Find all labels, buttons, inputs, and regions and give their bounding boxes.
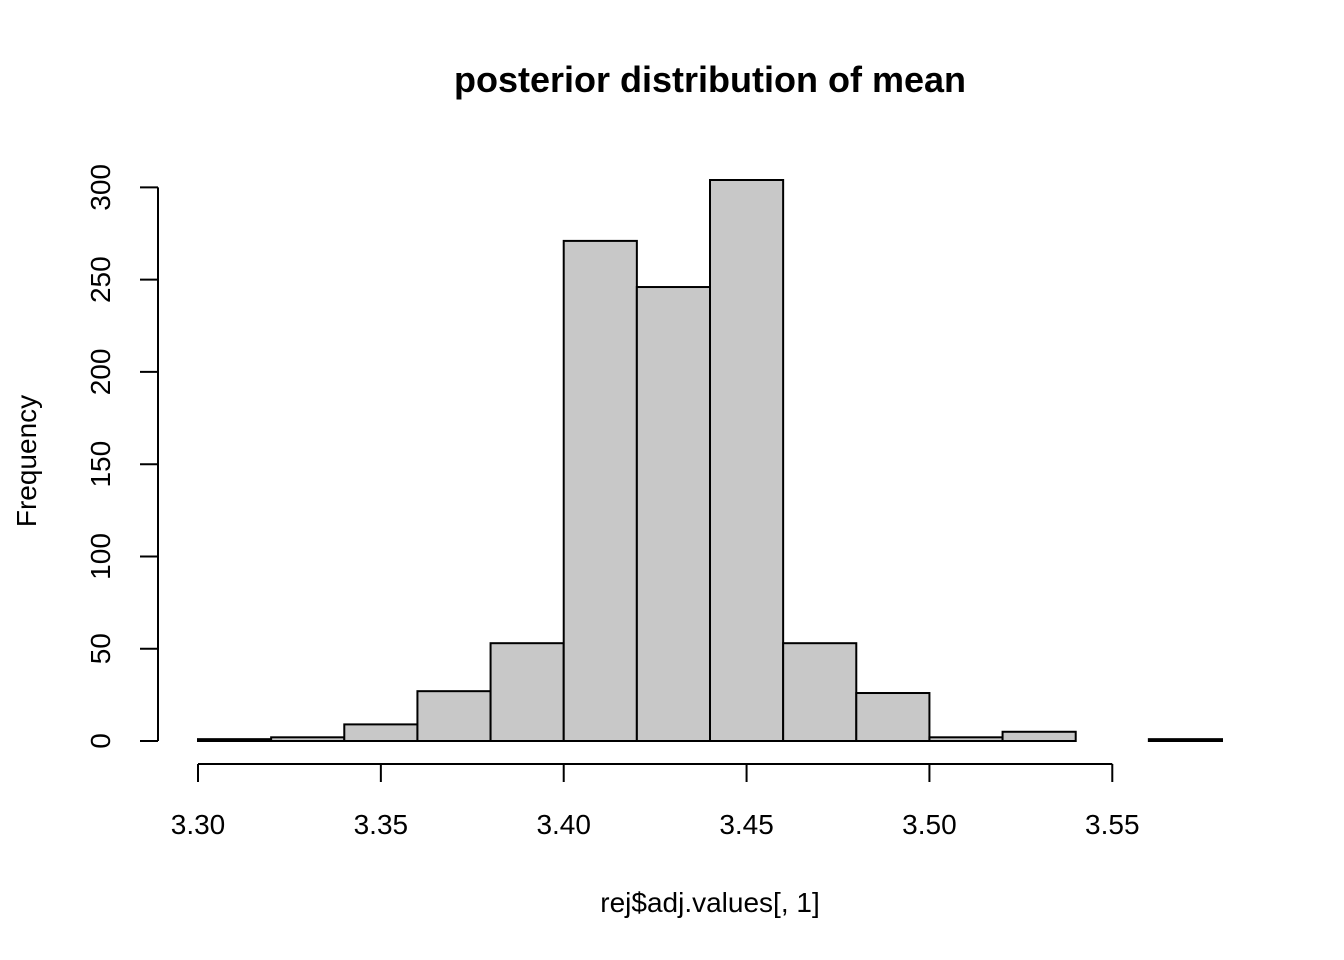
x-axis-label: rej$adj.values[, 1] [600, 887, 819, 918]
chart-title: posterior distribution of mean [454, 59, 966, 100]
y-tick-label-1: 50 [85, 633, 116, 664]
bar-2 [343, 723, 419, 742]
bar-6 [635, 286, 711, 742]
x-tick-label-3: 3.45 [719, 809, 774, 840]
y-tick-label-6: 300 [85, 164, 116, 211]
y-axis: 0 50 100 150 200 250 300 [85, 164, 159, 749]
bar-4 [489, 642, 565, 743]
bars-group [197, 179, 1224, 743]
bar-0 [197, 738, 273, 742]
bar-5 [562, 239, 638, 742]
y-tick-label-4: 200 [85, 349, 116, 396]
x-tick-label-1: 3.35 [354, 809, 409, 840]
x-axis: 3.30 3.35 3.40 3.45 3.50 3.55 [171, 763, 1140, 840]
x-tick-label-4: 3.50 [902, 809, 957, 840]
bar-9 [855, 692, 931, 742]
y-tick-label-2: 100 [85, 533, 116, 580]
y-tick-label-5: 250 [85, 256, 116, 303]
y-tick-label-0: 0 [85, 733, 116, 749]
x-tick-label-5: 3.55 [1085, 809, 1140, 840]
bar-3 [416, 690, 492, 742]
y-tick-label-3: 150 [85, 441, 116, 488]
y-axis-label: Frequency [11, 395, 42, 527]
bar-1 [270, 736, 346, 742]
bar-13 [1147, 738, 1224, 742]
x-tick-label-0: 3.30 [171, 809, 226, 840]
bar-11 [1001, 730, 1077, 742]
bar-7 [709, 179, 785, 742]
bar-10 [928, 736, 1004, 742]
bar-8 [782, 642, 858, 743]
x-tick-label-2: 3.40 [536, 809, 591, 840]
